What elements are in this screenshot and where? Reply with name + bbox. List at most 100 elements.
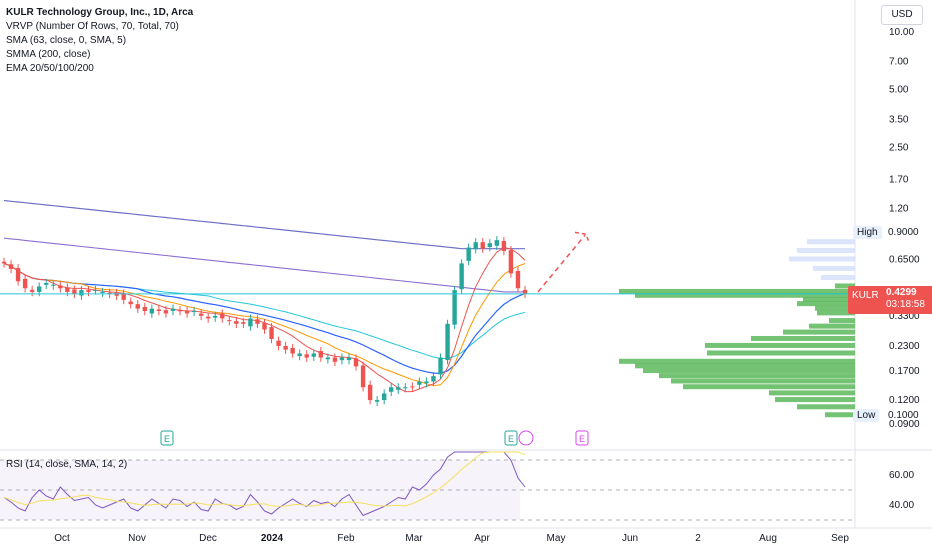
volume-profile-bar — [797, 404, 855, 410]
x-tick-label: 2024 — [261, 533, 284, 544]
x-tick-label: Sep — [831, 533, 849, 544]
legend-smma[interactable]: SMMA (200, close) — [6, 49, 91, 60]
volume-profile-bar — [619, 358, 855, 364]
candle-body — [438, 357, 443, 375]
volume-profile-bar — [635, 363, 855, 369]
y-tick-label: 0.6500 — [889, 254, 920, 265]
legend-ema[interactable]: EMA 20/50/100/200 — [6, 63, 94, 74]
volume-profile-bar — [825, 412, 855, 418]
candle-body — [22, 278, 28, 289]
volume-profile-bar — [643, 368, 855, 374]
legend-title: KULR Technology Group, Inc., 1D, Arca — [6, 7, 194, 18]
y-tick-label: 0.3300 — [889, 311, 920, 322]
candle-body — [58, 285, 63, 289]
candle-body — [37, 286, 42, 292]
candle-body — [374, 400, 380, 402]
legend-vrvp[interactable]: VRVP (Number Of Rows, 70, Total, 70) — [6, 21, 179, 32]
candle-body — [262, 322, 267, 330]
earnings-marker-letter: E — [579, 434, 585, 444]
candle-body — [325, 357, 331, 360]
candle-body — [149, 308, 155, 314]
candle-body — [515, 270, 521, 289]
volume-profile-bar — [751, 335, 855, 341]
y-tick-label: 0.2300 — [889, 341, 920, 352]
candle-body — [170, 308, 176, 311]
candle-body — [213, 315, 218, 318]
candle-body — [297, 353, 302, 357]
volume-profile-bar — [635, 292, 855, 298]
volume-profile-bar — [659, 373, 855, 379]
candle-body — [480, 242, 485, 249]
candle-body — [121, 293, 126, 300]
candle-body — [346, 357, 352, 361]
rsi-y-tick: 40.00 — [889, 500, 914, 511]
candle-body — [332, 357, 338, 362]
x-tick-label: Feb — [337, 533, 355, 544]
volume-profile-bar — [803, 296, 855, 302]
projection-path — [537, 234, 586, 293]
candle-body — [234, 321, 239, 324]
candle-body — [220, 313, 225, 319]
candle-body — [51, 284, 56, 286]
volume-profile-bar — [813, 265, 855, 271]
volume-profile-bar — [783, 329, 855, 335]
y-tick-label: 1.70 — [889, 174, 909, 185]
candle-body — [410, 386, 415, 388]
candle-body — [318, 351, 324, 358]
candle-body — [487, 243, 492, 248]
x-tick-label: Apr — [474, 533, 490, 544]
candle-body — [396, 387, 401, 390]
x-tick-label: Nov — [128, 533, 146, 544]
candle-body — [389, 387, 394, 392]
candle-body — [290, 347, 295, 354]
rsi-legend[interactable]: RSI (14, close, SMA, 14, 2) — [6, 459, 128, 470]
candle-body — [107, 292, 112, 294]
ema-50-line — [3, 262, 526, 374]
candle-body — [431, 376, 436, 382]
candle-body — [452, 290, 457, 325]
rsi-ma-line — [3, 451, 526, 507]
last-price-tag: KULR 0.4299 03:18:58 — [848, 286, 932, 314]
candle-body — [142, 306, 148, 311]
earnings-marker-letter: E — [164, 434, 170, 444]
x-tick-label: Dec — [199, 533, 217, 544]
candle-body — [198, 313, 204, 316]
candle-body — [1, 261, 7, 264]
low-value: 0.1000 — [888, 410, 919, 421]
currency-button[interactable]: USD — [881, 5, 923, 25]
high-label: High — [853, 226, 882, 239]
candle-body — [283, 345, 288, 350]
y-tick-label: 0.1200 — [889, 395, 920, 406]
candle-body — [135, 304, 140, 309]
x-tick-label: Jun — [622, 533, 638, 544]
candle-body — [177, 310, 183, 312]
candle-body — [508, 250, 514, 274]
candle-body — [15, 268, 21, 282]
y-tick-label: 1.20 — [889, 203, 909, 214]
high-value: 0.9000 — [888, 227, 919, 238]
candle-body — [191, 310, 197, 312]
volume-profile-bar — [797, 301, 855, 307]
candle-body — [445, 323, 450, 361]
candle-body — [360, 365, 366, 388]
candle-body — [501, 240, 507, 251]
earnings-marker — [575, 430, 589, 446]
candle-body — [269, 327, 274, 339]
volume-profile-bar — [769, 390, 855, 396]
candle-body — [248, 318, 253, 327]
candle-body — [100, 291, 105, 293]
candle-body — [304, 354, 309, 358]
volume-profile-bar — [809, 323, 855, 329]
y-tick-label: 3.50 — [889, 114, 909, 125]
candle-body — [367, 384, 373, 401]
earnings-marker — [160, 430, 174, 446]
candle-body — [494, 240, 500, 246]
volume-profile-bar — [619, 288, 855, 294]
volume-profile-bar — [707, 350, 855, 356]
candle-body — [128, 301, 133, 305]
x-tick-label: May — [547, 533, 566, 544]
candle-body — [353, 358, 359, 367]
legend-sma[interactable]: SMA (63, close, 0, SMA, 5) — [6, 35, 127, 46]
y-tick-label: 5.00 — [889, 85, 909, 96]
